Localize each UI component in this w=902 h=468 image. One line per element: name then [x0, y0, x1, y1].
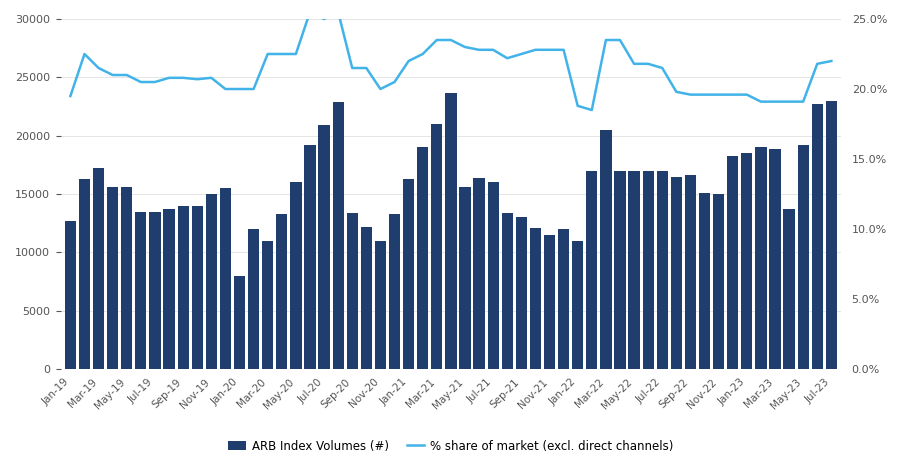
- Bar: [502, 213, 513, 369]
- Bar: [685, 176, 696, 369]
- Legend: ARB Index Volumes (#), % share of market (excl. direct channels): ARB Index Volumes (#), % share of market…: [224, 435, 678, 457]
- Bar: [727, 155, 739, 369]
- Bar: [600, 130, 612, 369]
- Bar: [657, 171, 667, 369]
- Bar: [318, 125, 330, 369]
- % share of market (excl. direct channels): [769, 99, 780, 104]
- % share of market (excl. direct channels): [150, 79, 161, 85]
- Bar: [389, 214, 400, 369]
- Bar: [333, 102, 344, 369]
- % share of market (excl. direct channels): [305, 9, 316, 15]
- Bar: [135, 212, 146, 369]
- Bar: [529, 228, 541, 369]
- Bar: [304, 145, 316, 369]
- Bar: [487, 183, 499, 369]
- Line: % share of market (excl. direct channels): % share of market (excl. direct channels…: [70, 12, 832, 110]
- Bar: [178, 206, 189, 369]
- Bar: [741, 153, 752, 369]
- Bar: [150, 212, 161, 369]
- Bar: [93, 168, 105, 369]
- Bar: [290, 183, 301, 369]
- Bar: [346, 213, 358, 369]
- % share of market (excl. direct channels): [65, 93, 76, 99]
- Bar: [516, 218, 527, 369]
- Bar: [474, 178, 484, 369]
- Bar: [812, 104, 823, 369]
- Bar: [614, 171, 626, 369]
- Bar: [544, 235, 555, 369]
- Bar: [403, 179, 414, 369]
- Bar: [276, 214, 288, 369]
- Bar: [671, 176, 682, 369]
- Bar: [234, 276, 245, 369]
- Bar: [163, 209, 175, 369]
- Bar: [642, 171, 654, 369]
- Bar: [431, 124, 442, 369]
- % share of market (excl. direct channels): [586, 107, 597, 113]
- Bar: [459, 187, 471, 369]
- Bar: [206, 194, 217, 369]
- Bar: [361, 227, 372, 369]
- % share of market (excl. direct channels): [812, 61, 823, 66]
- Bar: [769, 148, 780, 369]
- Bar: [586, 171, 597, 369]
- Bar: [713, 194, 724, 369]
- Bar: [65, 221, 76, 369]
- % share of market (excl. direct channels): [361, 65, 372, 71]
- Bar: [78, 179, 90, 369]
- Bar: [191, 206, 203, 369]
- Bar: [784, 209, 795, 369]
- Bar: [797, 145, 809, 369]
- % share of market (excl. direct channels): [826, 58, 837, 64]
- Bar: [699, 193, 710, 369]
- Bar: [262, 241, 273, 369]
- Bar: [629, 171, 640, 369]
- Bar: [417, 147, 428, 369]
- % share of market (excl. direct channels): [248, 86, 259, 92]
- Bar: [248, 229, 259, 369]
- Bar: [825, 101, 837, 369]
- Bar: [446, 93, 456, 369]
- % share of market (excl. direct channels): [206, 75, 216, 80]
- Bar: [107, 187, 118, 369]
- Bar: [755, 147, 767, 369]
- Bar: [558, 229, 569, 369]
- Bar: [121, 187, 133, 369]
- Bar: [572, 241, 584, 369]
- Bar: [220, 188, 231, 369]
- Bar: [375, 241, 386, 369]
